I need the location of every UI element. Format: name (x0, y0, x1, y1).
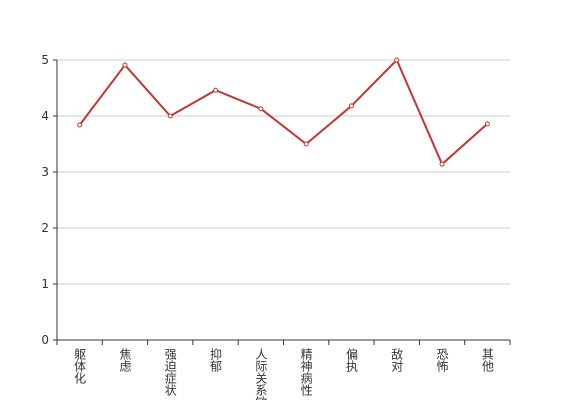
point (303, 141, 309, 147)
x-tick-label: 其他 (480, 348, 494, 372)
y-tick-label: 5 (41, 53, 49, 67)
point (77, 122, 83, 128)
x-tick-label: 抑郁 (209, 347, 223, 373)
x-tick-label: 强迫症状 (163, 348, 177, 396)
x-tick-label: 敌对 (390, 347, 404, 372)
point (394, 57, 400, 63)
point (439, 161, 445, 167)
y-tick-label: 2 (41, 221, 49, 235)
y-tick-label: 3 (41, 165, 49, 179)
line (78, 58, 489, 166)
y-tick-label: 1 (41, 277, 49, 291)
point (348, 103, 354, 109)
point (484, 121, 490, 127)
x-tick-label: 躯体化 (73, 347, 87, 385)
y-tick-label: 4 (41, 109, 49, 123)
x-tick-label: 精神病性 (299, 348, 313, 397)
point (122, 62, 128, 68)
x-tick-label: 偏执 (344, 347, 358, 373)
point (167, 113, 173, 119)
point (213, 87, 219, 93)
x-tick-label: 恐怖 (435, 348, 449, 372)
point (258, 106, 264, 112)
x-tick-label: 人际关系敏感 (254, 348, 268, 400)
x-tick-label: 焦虑 (118, 348, 132, 372)
y-tick-label: 0 (41, 333, 49, 347)
